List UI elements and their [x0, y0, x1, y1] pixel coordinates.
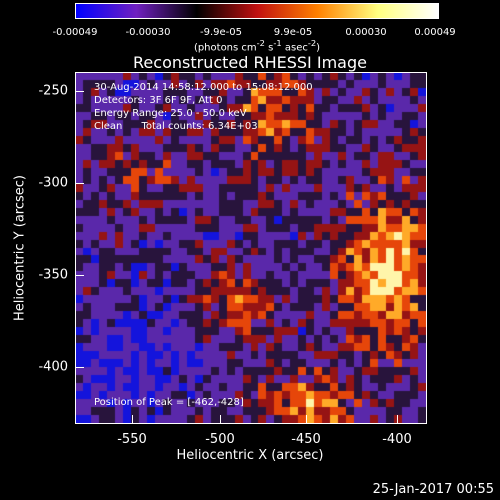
y-tick-mark	[76, 367, 84, 368]
y-tick-label: -350	[38, 267, 68, 283]
colorbar-tick: -0.00049	[52, 27, 98, 38]
colorbar	[75, 3, 439, 19]
colorbar-tick: 0.00049	[414, 27, 456, 38]
time-range-text: 30-Aug-2014 14:58:12.000 to 15:08:12.000	[94, 82, 313, 93]
y-tick-mark	[76, 183, 84, 184]
x-tick-label: -500	[205, 432, 235, 447]
energy-range-text: Energy Range: 25.0 - 50.0 keV	[94, 108, 247, 119]
x-tick-mark	[132, 415, 133, 423]
clean-counts-text: Clean Total counts: 6.34E+03	[94, 121, 258, 132]
detectors-text: Detectors: 3F 6F 9F, Att 0	[94, 95, 223, 106]
y-axis-label: Heliocentric Y (arcsec)	[12, 175, 28, 321]
footer-timestamp: 25-Jan-2017 00:55	[372, 482, 494, 497]
x-tick-label: -450	[291, 432, 321, 447]
image-plot	[75, 72, 427, 424]
colorbar-tick: -9.9e-05	[200, 27, 242, 38]
plot-title: Reconstructed RHESSI Image	[133, 53, 367, 72]
x-tick-mark	[397, 415, 398, 423]
y-tick-label: -300	[38, 175, 68, 191]
y-tick-mark	[76, 91, 84, 92]
colorbar-tick: 0.00030	[345, 27, 387, 38]
y-tick-mark	[76, 275, 84, 276]
y-tick-label: -250	[38, 83, 68, 99]
colorbar-unit: (photons cm-2 s-1 asec-2)	[193, 38, 321, 54]
y-tick-label: -400	[38, 359, 68, 375]
x-tick-mark	[220, 415, 221, 423]
peak-position-text: Position of Peak = [-462,-428]	[94, 397, 244, 408]
x-tick-mark	[306, 415, 307, 423]
x-axis-label: Heliocentric X (arcsec)	[176, 448, 324, 463]
colorbar-tick: 9.9e-05	[273, 27, 313, 38]
x-tick-label: -400	[382, 432, 412, 447]
x-tick-label: -550	[117, 432, 147, 447]
colorbar-tick: -0.00030	[125, 27, 171, 38]
heatmap-image	[76, 73, 426, 423]
